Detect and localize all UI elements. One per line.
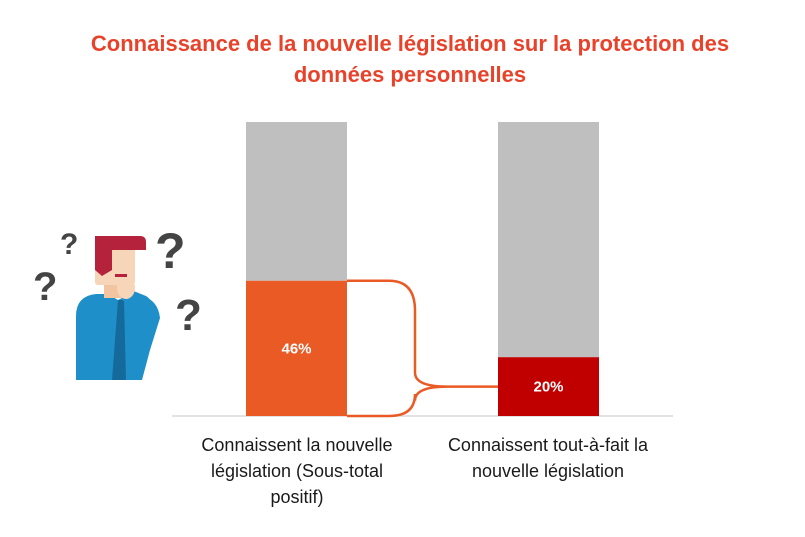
question-mark-1: ?: [60, 228, 78, 261]
chart-title-line-1: Connaissance de la nouvelle législation …: [90, 31, 730, 56]
category-label-1-line-1: Connaissent la nouvelle: [201, 435, 393, 455]
category-label-2: Connaissent tout-à-fait la nouvelle légi…: [424, 432, 672, 484]
data-label-1: 46%: [281, 340, 311, 357]
plot-area: 46% 20%: [172, 122, 673, 418]
category-label-1-line-3: positif): [270, 487, 324, 507]
category-label-2-line-1: Connaissent tout-à-fait la: [447, 435, 649, 455]
category-label-1: Connaissent la nouvelle législation (Sou…: [173, 432, 421, 510]
bar-remainder-2: [498, 122, 599, 358]
bar-1: [246, 280, 347, 416]
data-label-2: 20%: [533, 379, 563, 396]
bar-remainder-1: [246, 122, 347, 281]
question-mark-3: ?: [155, 223, 186, 279]
chart-title-line-2: données personnelles: [293, 62, 527, 87]
chart-title: Connaissance de la nouvelle législation …: [40, 28, 780, 90]
question-mark-4: ?: [175, 291, 202, 340]
category-label-2-line-2: nouvelle législation: [471, 461, 625, 481]
question-mark-2: ?: [33, 265, 57, 309]
category-label-1-line-2: législation (Sous-total: [210, 461, 384, 481]
question-mark-icon: ? ? ? ?: [33, 223, 202, 340]
bar-2: [498, 357, 599, 416]
bracket-connector: [347, 279, 498, 418]
confused-person-icon: ? ? ? ?: [33, 223, 202, 380]
